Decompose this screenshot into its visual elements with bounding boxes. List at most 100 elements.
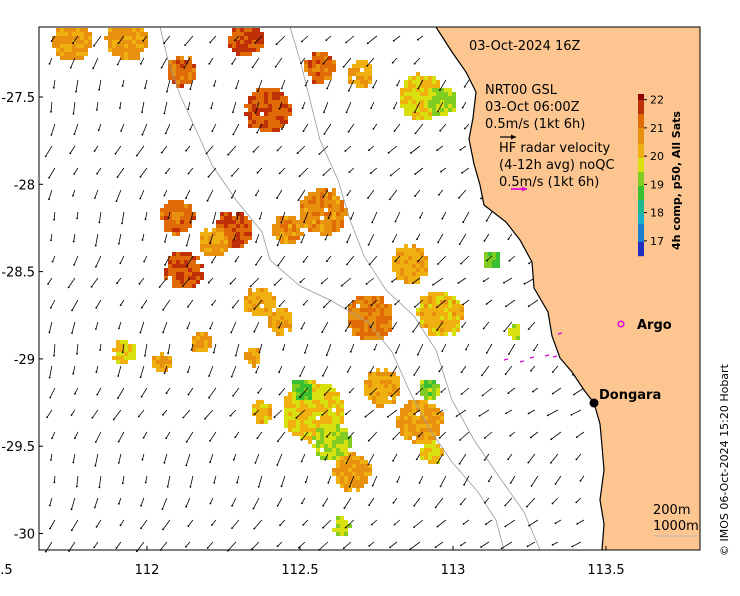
sst-pixel — [140, 40, 144, 44]
sst-pixel — [108, 44, 112, 48]
sst-pixel — [324, 192, 328, 196]
sst-pixel — [328, 204, 332, 208]
sst-pixel — [252, 312, 256, 316]
sst-pixel — [260, 108, 264, 112]
sst-pixel — [416, 100, 420, 104]
sst-pixel — [408, 268, 412, 272]
sst-pixel — [188, 76, 192, 80]
sst-pixel — [168, 272, 172, 276]
sst-pixel — [236, 236, 240, 240]
sst-pixel — [316, 228, 320, 232]
sst-pixel — [240, 216, 244, 220]
sst-pixel — [360, 304, 364, 308]
sst-pixel — [428, 100, 432, 104]
sst-pixel — [172, 80, 176, 84]
sst-pixel — [192, 284, 196, 288]
sst-pixel — [168, 256, 172, 260]
sst-pixel — [284, 240, 288, 244]
sst-pixel — [232, 40, 236, 44]
sst-pixel — [172, 72, 176, 76]
sst-pixel — [332, 228, 336, 232]
sst-pixel — [292, 232, 296, 236]
sst-pixel — [344, 212, 348, 216]
sst-pixel — [108, 36, 112, 40]
sst-pixel — [184, 208, 188, 212]
sst-pixel — [220, 224, 224, 228]
sst-pixel — [312, 52, 316, 56]
sst-pixel — [328, 228, 332, 232]
sst-pixel — [240, 240, 244, 244]
sst-pixel — [368, 72, 372, 76]
sst-pixel — [332, 64, 336, 68]
sst-pixel — [300, 224, 304, 228]
sst-pixel — [420, 84, 424, 88]
sst-pixel — [276, 116, 280, 120]
sst-pixel — [272, 116, 276, 120]
sst-pixel — [144, 40, 148, 44]
sst-pixel — [324, 60, 328, 64]
sst-pixel — [364, 324, 368, 328]
sst-pixel — [76, 52, 80, 56]
sst-pixel — [388, 316, 392, 320]
sst-pixel — [416, 112, 420, 116]
sst-pixel — [188, 212, 192, 216]
sst-pixel — [236, 28, 240, 32]
sst-pixel — [176, 220, 180, 224]
sst-pixel — [376, 308, 380, 312]
sst-pixel — [188, 224, 192, 228]
sst-pixel — [268, 112, 272, 116]
sst-pixel — [320, 220, 324, 224]
sst-pixel — [336, 196, 340, 200]
sst-pixel — [280, 92, 284, 96]
sst-pixel — [404, 280, 408, 284]
sst-pixel — [120, 48, 124, 52]
sst-pixel — [420, 104, 424, 108]
sst-pixel — [124, 32, 128, 36]
sst-pixel — [176, 76, 180, 80]
sst-pixel — [324, 196, 328, 200]
sst-pixel — [336, 200, 340, 204]
sst-pixel — [180, 224, 184, 228]
sst-pixel — [364, 80, 368, 84]
sst-pixel — [244, 236, 248, 240]
sst-pixel — [432, 104, 436, 108]
sst-pixel — [316, 200, 320, 204]
sst-pixel — [56, 44, 60, 48]
sst-pixel — [384, 312, 388, 316]
sst-pixel — [248, 236, 252, 240]
sst-pixel — [116, 48, 120, 52]
sst-pixel — [412, 88, 416, 92]
sst-pixel — [364, 76, 368, 80]
sst-pixel — [352, 72, 356, 76]
sst-pixel — [200, 248, 204, 252]
sst-pixel — [348, 72, 352, 76]
sst-pixel — [416, 272, 420, 276]
sst-pixel — [284, 96, 288, 100]
sst-pixel — [400, 104, 404, 108]
sst-pixel — [200, 236, 204, 240]
sst-pixel — [160, 208, 164, 212]
sst-pixel — [204, 232, 208, 236]
sst-pixel — [428, 76, 432, 80]
sst-pixel — [268, 292, 272, 296]
sst-pixel — [232, 244, 236, 248]
sst-pixel — [176, 84, 180, 88]
sst-pixel — [356, 320, 360, 324]
sst-pixel — [256, 312, 260, 316]
sst-pixel — [228, 216, 232, 220]
sst-pixel — [180, 252, 184, 256]
sst-pixel — [284, 224, 288, 228]
sst-pixel — [172, 64, 176, 68]
sst-pixel — [60, 32, 64, 36]
sst-pixel — [256, 32, 260, 36]
sst-pixel — [272, 100, 276, 104]
sst-pixel — [76, 44, 80, 48]
sst-pixel — [128, 36, 132, 40]
sst-pixel — [416, 248, 420, 252]
sst-pixel — [432, 84, 436, 88]
sst-pixel — [428, 320, 432, 324]
sst-pixel — [268, 108, 272, 112]
sst-pixel — [128, 32, 132, 36]
sst-pixel — [248, 96, 252, 100]
sst-pixel — [260, 288, 264, 292]
